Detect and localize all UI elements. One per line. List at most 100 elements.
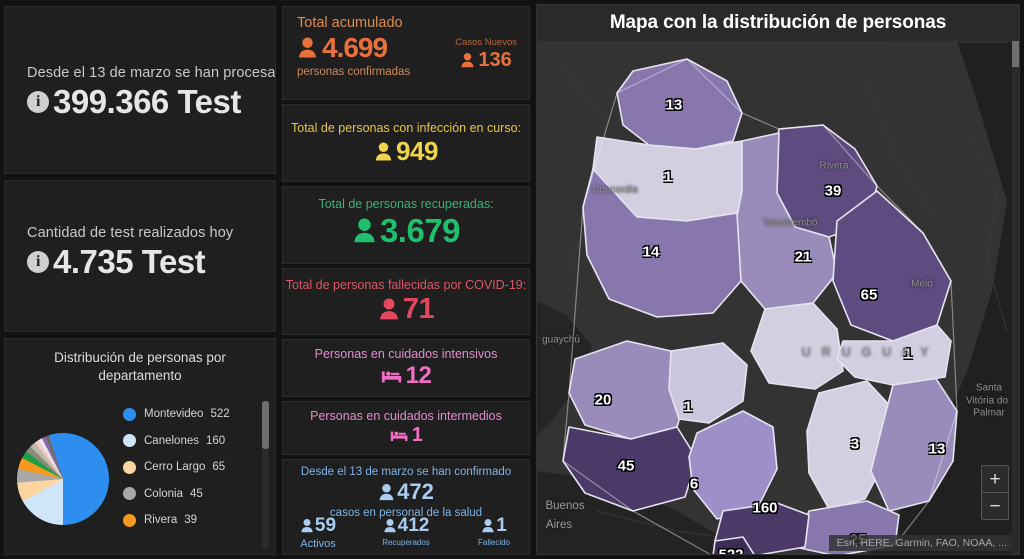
zoom-in-button[interactable]: +: [982, 466, 1008, 493]
health-personnel-stat: 1 Fallecido: [465, 515, 523, 547]
map-place-label: Santa: [975, 382, 1003, 394]
new-cases-value: 136: [478, 49, 512, 71]
legend-item[interactable]: Rivera 39: [123, 507, 257, 534]
health-personnel-stat-value-row: 412: [383, 515, 430, 537]
hospital-bed-icon: [390, 431, 408, 442]
legend-label: Colonia: [144, 487, 183, 500]
health-personnel-stat-value-row: 59: [300, 515, 336, 537]
health-personnel-stat: 59 Activos: [289, 515, 347, 550]
map-panel[interactable]: Mapa con la distribución de personas: [536, 4, 1020, 555]
health-personnel-stat-label: Activos: [300, 538, 336, 550]
card-intensive-care: Personas en cuidados intensivos 12: [282, 339, 530, 397]
map-department-value: 13: [665, 96, 683, 114]
legend-item[interactable]: Colonia 45: [123, 481, 257, 508]
card-distribution-by-department: Distribución de personas por departament…: [4, 338, 276, 555]
card-intermediate-care: Personas en cuidados intermedios 1: [282, 401, 530, 455]
map-graphic: [537, 41, 1019, 554]
person-icon: [375, 142, 392, 161]
map-department-value: 1: [683, 398, 693, 416]
deceased-value: 71: [402, 293, 435, 325]
map-zoom-controls[interactable]: + −: [981, 465, 1009, 520]
card-total-accumulated: Total acumulado 4.699 personas confirmad…: [282, 6, 530, 100]
recovered-value: 3.679: [379, 212, 461, 249]
map-scrollbar[interactable]: [1012, 41, 1019, 554]
tests-total-caption: Desde el 13 de marzo se han procesado: [27, 65, 276, 81]
legend-label: Canelones: [144, 434, 199, 447]
person-icon: [482, 519, 494, 533]
legend-value: 45: [190, 487, 203, 500]
health-personnel-breakdown: 59 Activos 412 Recuperados 1 Fallecido: [289, 515, 523, 550]
person-icon: [299, 37, 316, 58]
info-icon: i: [27, 91, 49, 113]
total-accumulated-value: 4.699: [322, 32, 388, 63]
map-canvas[interactable]: 13139142165120145631316025522 ConcordiaT…: [537, 41, 1019, 554]
total-accumulated-subtitle: personas confirmadas: [297, 66, 411, 78]
pie-title-line2: departamento: [98, 368, 182, 383]
total-accumulated-title: Total acumulado: [297, 15, 403, 31]
pie-legend-scrollbar[interactable]: [262, 401, 269, 549]
intermediate-care-value: 1: [411, 424, 423, 446]
legend-value: 522: [210, 408, 230, 421]
map-department-value: 3: [850, 435, 860, 453]
map-attribution: Esri, HERE, Garmin, FAO, NOAA, ...: [828, 535, 1015, 551]
health-personnel-value: 472: [397, 479, 434, 504]
tests-today-value: 4.735 Test: [53, 243, 206, 280]
zoom-out-button[interactable]: −: [989, 495, 1001, 517]
intermediate-care-caption: Personas en cuidados intermedios: [310, 409, 502, 423]
person-icon: [301, 519, 313, 533]
health-personnel-stat-label: Fallecido: [477, 538, 510, 547]
health-personnel-stat-value: 59: [314, 515, 337, 536]
scrollbar-thumb[interactable]: [1012, 41, 1019, 67]
active-infections-caption: Total de personas con infección en curso…: [291, 121, 521, 135]
map-department-value: 39: [824, 182, 842, 200]
health-personnel-value-row: 472: [378, 479, 434, 505]
person-icon: [379, 483, 394, 500]
legend-item[interactable]: Canelones 160: [123, 428, 257, 455]
map-department-value: 160: [752, 499, 778, 517]
map-department-value: 45: [617, 457, 635, 475]
health-personnel-stat-value-row: 1: [481, 515, 507, 537]
intensive-care-value-row: 12: [381, 362, 432, 390]
pie-legend: Montevideo 522 Canelones 160 Cerro Largo 65 Co…: [123, 401, 275, 534]
scrollbar-thumb[interactable]: [262, 401, 269, 449]
map-department-value: 21: [794, 248, 812, 266]
legend-color-swatch: [123, 460, 136, 474]
legend-item[interactable]: Cerro Largo 65: [123, 454, 257, 481]
map-department-value: 13: [928, 440, 946, 458]
map-department-value: 1: [663, 168, 673, 186]
active-infections-value: 949: [396, 136, 438, 166]
new-cases-block: Casos Nuevos 136: [455, 37, 517, 72]
map-department-value: 14: [642, 243, 660, 261]
legend-color-swatch: [123, 407, 136, 421]
health-personnel-stat-value: 412: [397, 515, 430, 536]
legend-item[interactable]: Montevideo 522: [123, 401, 257, 428]
legend-label: Montevideo: [144, 408, 204, 421]
legend-color-swatch: [123, 487, 136, 501]
map-department-value: 65: [860, 286, 878, 304]
legend-label: Cerro Largo: [144, 461, 206, 474]
recovered-value-row: 3.679: [352, 212, 461, 250]
legend-label: Rivera: [144, 514, 178, 527]
person-icon: [461, 53, 474, 68]
person-icon: [354, 218, 375, 243]
pie-chart[interactable]: [17, 433, 109, 525]
tests-total-value-row: i 399.366 Test: [27, 83, 275, 121]
legend-color-swatch: [123, 434, 136, 448]
legend-value: 39: [184, 514, 198, 527]
new-cases-value-row: 136: [455, 49, 517, 72]
tests-today-value-row: i 4.735 Test: [27, 243, 275, 281]
health-personnel-stat-value: 1: [496, 515, 507, 536]
card-tests-today: Cantidad de test realizados hoy i 4.735 …: [4, 180, 276, 332]
card-deceased: Total de personas fallecidas por COVID-1…: [282, 268, 530, 335]
map-place-label: Vitória do: [965, 395, 1009, 407]
pie-title-line1: Distribución de personas por: [54, 350, 226, 365]
intensive-care-value: 12: [405, 362, 432, 389]
deceased-caption: Total de personas fallecidas por COVID-1…: [285, 278, 527, 292]
map-place-label: Melo: [911, 278, 933, 290]
health-personnel-caption: Desde el 13 de marzo se han confirmado: [300, 466, 512, 478]
map-place-label: Concordia: [592, 184, 638, 196]
total-accumulated-value-row: 4.699: [297, 32, 410, 64]
card-tests-processed-total: Desde el 13 de marzo se han procesado i …: [4, 6, 276, 174]
card-health-personnel: Desde el 13 de marzo se han confirmado 4…: [282, 459, 530, 555]
person-icon: [384, 519, 396, 533]
